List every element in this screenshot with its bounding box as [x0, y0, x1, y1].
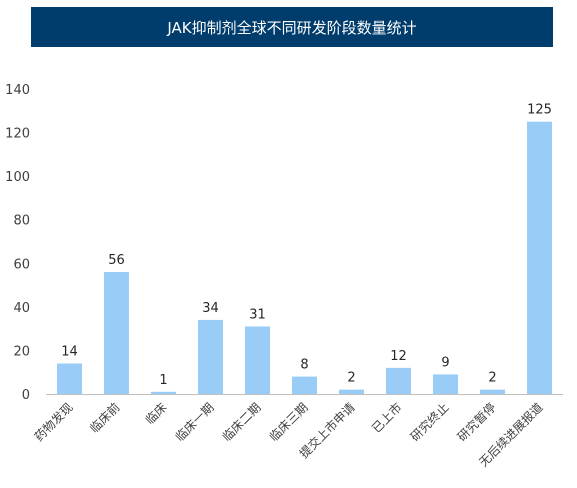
category-label: 研究终止 — [407, 400, 452, 445]
bar — [198, 319, 223, 394]
y-tick-label: 80 — [13, 214, 30, 229]
bar — [151, 391, 176, 394]
data-label: 31 — [249, 307, 266, 322]
y-tick-label: 140 — [5, 83, 30, 98]
category-label: 临床三期 — [267, 400, 311, 444]
bar — [104, 272, 129, 394]
bar — [245, 326, 270, 394]
bar — [480, 389, 505, 394]
y-tick-label: 60 — [13, 257, 30, 272]
data-label: 12 — [390, 349, 407, 364]
y-tick-label: 0 — [22, 388, 30, 403]
bar — [339, 389, 364, 394]
category-label: 临床 — [143, 400, 170, 427]
bar — [527, 121, 552, 394]
category-label: 临床一期 — [173, 400, 217, 444]
data-label: 125 — [527, 103, 552, 118]
y-tick-label: 40 — [13, 301, 30, 316]
category-label: 研究暂停 — [454, 400, 499, 445]
category-label: 临床前 — [87, 400, 123, 436]
bar — [386, 367, 411, 394]
data-label: 8 — [300, 358, 308, 373]
data-label: 56 — [108, 253, 125, 268]
y-tick-label: 120 — [5, 127, 30, 142]
y-axis-ticks: 0 20 40 60 80 100 120 140 — [5, 83, 30, 403]
bar — [292, 376, 317, 394]
data-label: 2 — [347, 371, 355, 386]
category-label: 药物发现 — [31, 400, 76, 445]
category-label: 临床二期 — [220, 400, 264, 444]
bars — [57, 121, 552, 394]
chart-title: JAK抑制剂全球不同研发阶段数量统计 — [167, 18, 417, 37]
data-label: 34 — [202, 301, 219, 316]
data-labels: 14 56 1 34 31 8 2 12 9 2 125 — [61, 103, 552, 388]
category-label: 已上市 — [369, 400, 405, 436]
data-label: 2 — [488, 371, 496, 386]
bar — [433, 374, 458, 394]
data-label: 1 — [159, 373, 167, 388]
data-label: 14 — [61, 345, 78, 360]
chart-title-bar: JAK抑制剂全球不同研发阶段数量统计 — [31, 7, 553, 47]
y-tick-label: 20 — [13, 344, 30, 359]
data-label: 9 — [441, 355, 449, 370]
bar — [57, 363, 82, 394]
y-tick-label: 100 — [5, 170, 30, 185]
